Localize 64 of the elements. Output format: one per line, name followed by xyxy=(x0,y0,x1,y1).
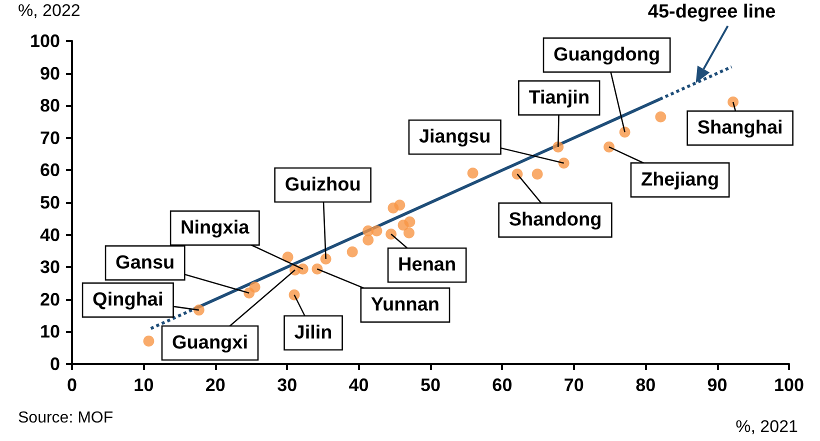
point xyxy=(320,254,332,265)
point xyxy=(371,225,382,236)
annotation: Gansu xyxy=(116,252,175,274)
y-tick-label: 30 xyxy=(40,257,60,278)
x-tick-label: 40 xyxy=(348,375,369,395)
annotation: Shanghai xyxy=(697,118,783,139)
point xyxy=(619,126,630,138)
y-tick-label: 60 xyxy=(40,160,60,180)
x-tick-label: 100 xyxy=(774,375,804,395)
annotation: Henan xyxy=(398,254,456,276)
y-tick-label: 40 xyxy=(40,224,60,245)
point xyxy=(512,168,523,180)
point xyxy=(532,168,543,180)
annotation: Tianjin xyxy=(528,87,590,108)
point xyxy=(728,96,739,108)
annotation: Ningxia xyxy=(180,218,250,239)
point xyxy=(193,304,204,316)
point xyxy=(552,141,564,152)
point xyxy=(655,111,666,122)
y-axis-title: %, 2022 xyxy=(18,1,80,20)
x-tick-label: 20 xyxy=(205,375,226,395)
point xyxy=(467,168,478,179)
x-tick-label: 30 xyxy=(277,375,298,395)
annotation: Guangxi xyxy=(172,332,248,354)
y-tick-label: 100 xyxy=(30,31,60,51)
y-tick-label: 10 xyxy=(40,322,60,342)
x-tick-label: 0 xyxy=(66,375,78,395)
point xyxy=(604,141,615,152)
annotation: Jiangsu xyxy=(418,126,491,148)
point xyxy=(558,158,570,169)
y-tick-label: 90 xyxy=(40,63,60,84)
x-tick-label: 50 xyxy=(420,375,441,395)
x-tick-label: 80 xyxy=(636,375,656,395)
point xyxy=(244,287,255,298)
y-tick-label: 20 xyxy=(40,289,60,310)
text: 45-degree line xyxy=(648,2,776,22)
point xyxy=(346,246,358,258)
annotation: Guizhou xyxy=(284,174,361,196)
x-tick-label: 90 xyxy=(707,375,728,395)
x-tick-label: 60 xyxy=(492,375,512,395)
annotation: Jilin xyxy=(294,322,332,344)
annotation: Yunnan xyxy=(370,294,440,316)
x-tick-label: 70 xyxy=(564,375,584,395)
annotation: Shandong xyxy=(508,210,602,231)
point xyxy=(312,264,323,275)
annotation: Zhejiang xyxy=(640,169,720,190)
point xyxy=(404,227,414,238)
y-tick-label: 80 xyxy=(40,96,60,116)
y-tick-label: 50 xyxy=(40,192,60,212)
point xyxy=(362,234,374,246)
point xyxy=(297,264,308,275)
point xyxy=(394,200,406,211)
source-note: Source: MOF xyxy=(18,410,114,426)
x-axis-title: %, 2021 xyxy=(736,417,798,436)
point xyxy=(404,216,416,228)
point xyxy=(282,252,294,263)
y-tick-label: 70 xyxy=(40,128,60,148)
point xyxy=(288,289,300,300)
annotation: Qinghai xyxy=(92,290,164,311)
point xyxy=(143,336,154,347)
annotation: Guangdong xyxy=(554,44,660,66)
point xyxy=(386,228,397,240)
x-tick-label: 10 xyxy=(134,375,154,395)
y-tick-label: 0 xyxy=(50,354,60,374)
